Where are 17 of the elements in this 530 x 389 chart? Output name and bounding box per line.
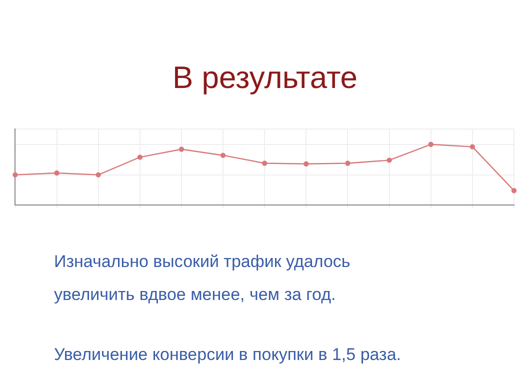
- point: [386, 158, 392, 163]
- text: Увеличение конверсии в покупки в 1,5 раза.: [54, 345, 402, 365]
- point: [220, 152, 226, 158]
- text: Изначально высокий трафик удалось: [54, 252, 350, 272]
- text: увеличить вдвое менее, чем за год.: [54, 285, 336, 305]
- point: [137, 154, 142, 160]
- chart-title: В результате: [171, 60, 359, 96]
- point: [178, 146, 184, 152]
- point: [96, 172, 101, 178]
- point: [304, 161, 309, 166]
- point: [262, 160, 268, 166]
- point: [428, 142, 434, 147]
- point: [345, 160, 350, 166]
- point: [12, 172, 18, 178]
- point: [54, 170, 60, 176]
- point: [470, 144, 476, 150]
- point: [511, 188, 517, 194]
